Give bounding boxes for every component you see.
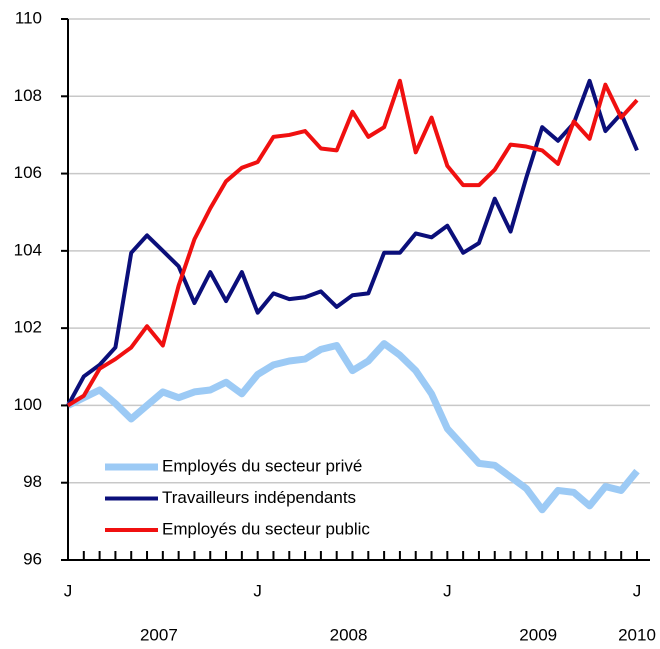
y-tick-label: 110 — [15, 8, 42, 27]
year-label: 2010 — [618, 625, 656, 644]
legend-label: Employés du secteur privé — [162, 456, 362, 475]
y-tick-label: 100 — [14, 395, 42, 414]
y-tick-label: 104 — [14, 240, 42, 259]
series-line — [66, 78, 639, 407]
y-tick-label: 98 — [23, 472, 42, 491]
y-tick-label: 96 — [23, 549, 42, 568]
year-label: 2009 — [519, 625, 557, 644]
series-line — [66, 78, 639, 408]
year-label: 2008 — [330, 625, 368, 644]
legend-label: Employés du secteur public — [162, 519, 370, 538]
year-label: 2007 — [140, 625, 178, 644]
series-line — [66, 340, 640, 514]
legend-label: Travailleurs indépendants — [162, 488, 356, 507]
x-tick-label: J — [64, 581, 73, 600]
x-tick-label: J — [253, 581, 262, 600]
x-tick-label: J — [443, 581, 452, 600]
y-tick-label: 108 — [14, 86, 42, 105]
x-tick-label: J — [633, 581, 642, 600]
y-tick-label: 102 — [14, 318, 42, 337]
y-tick-label: 106 — [14, 163, 42, 182]
